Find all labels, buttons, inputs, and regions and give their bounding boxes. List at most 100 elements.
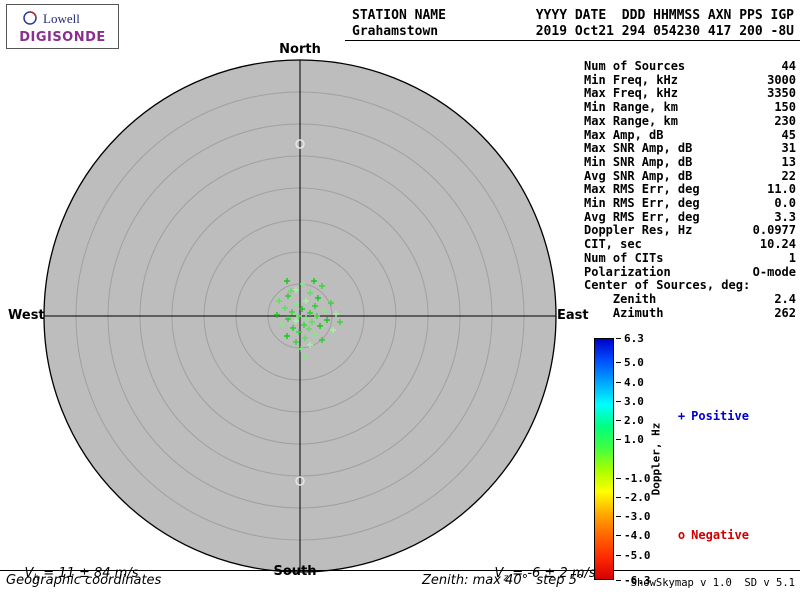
compass-west-label: West xyxy=(8,308,45,323)
legend-positive-label: Positive xyxy=(691,409,749,423)
colorbar-tick-label: 1.0 xyxy=(624,433,644,447)
colorbar-tick-label: -1.0 xyxy=(624,471,651,485)
stat-label: Zenith xyxy=(584,291,657,306)
negative-marker-icon: o xyxy=(677,528,686,542)
zenith-range-note: Zenith: max 40° step 5° xyxy=(422,573,584,588)
lowell-swirl-icon xyxy=(23,11,37,25)
header-fields-label: YYYY DATE DDD HHMMSS AXN PPS IGP xyxy=(535,8,794,23)
stat-row: Max Amp, dB 45 xyxy=(584,127,796,143)
stat-label: Center of Sources, deg: xyxy=(584,278,751,293)
stat-value: 31 xyxy=(781,141,796,156)
stat-row: Min SNR Amp, dB 13 xyxy=(584,154,796,170)
stat-label: CIT, sec xyxy=(584,237,642,252)
stat-label: Avg RMS Err, deg xyxy=(584,209,700,224)
stat-row: Zenith 2.4 xyxy=(584,291,796,307)
stat-row: Center of Sources, deg: xyxy=(584,279,796,293)
stat-label: Max SNR Amp, dB xyxy=(584,141,693,156)
software-version: ShowSkymap v 1.0 SD v 5.1 xyxy=(630,577,795,589)
stat-row: CIT, sec 10.24 xyxy=(584,237,796,252)
stat-value: 262 xyxy=(774,305,796,320)
vz-subscript: z xyxy=(503,573,509,584)
colorbar-tick xyxy=(616,337,621,339)
legend-negative-label: Negative xyxy=(691,528,749,542)
stat-label: Doppler Res, Hz xyxy=(584,223,693,238)
stat-label: Polarization xyxy=(584,264,671,279)
stat-value: 150 xyxy=(774,100,796,115)
footer-divider xyxy=(0,570,800,571)
colorbar-tick xyxy=(616,477,621,479)
station-name-value: Grahamstown xyxy=(352,24,439,39)
stat-row: Max Range, km 230 xyxy=(584,113,796,129)
stat-value: 13 xyxy=(781,154,796,169)
stat-row: Doppler Res, Hz 0.0977 xyxy=(584,224,796,238)
vh-symbol: V xyxy=(24,566,34,581)
stat-row: Azimuth 262 xyxy=(584,305,796,321)
stat-label: Min Range, km xyxy=(584,100,678,115)
stat-value: O-mode xyxy=(752,264,796,279)
compass-south-label: South xyxy=(273,564,317,579)
compass-north-label: North xyxy=(279,42,321,57)
logo-digisonde-text: DIGISONDE xyxy=(19,30,106,45)
colorbar-tick xyxy=(616,579,621,581)
colorbar-tick-label: -4.0 xyxy=(624,529,651,543)
stat-label: Num of CITs xyxy=(584,250,664,265)
stat-value: 230 xyxy=(774,113,796,128)
stat-value: 3.3 xyxy=(774,209,796,224)
colorbar-tick xyxy=(616,554,621,556)
vertical-velocity: Vz = -6 ± 2 m/s xyxy=(478,551,596,599)
colorbar-tick-label: 5.0 xyxy=(624,356,644,370)
stat-row: Num of CITs 1 xyxy=(584,250,796,266)
stat-value: 45 xyxy=(781,127,796,142)
colorbar xyxy=(594,338,614,580)
stat-row: Avg SNR Amp, dB 22 xyxy=(584,168,796,184)
stat-value: 44 xyxy=(781,59,796,73)
vz-symbol: V xyxy=(494,566,504,581)
colorbar-tick-label: 3.0 xyxy=(624,394,644,408)
stat-label: Num of Sources xyxy=(584,59,686,73)
colorbar-tick-label: -6.3 xyxy=(624,573,651,587)
stat-value: 1 xyxy=(788,250,796,265)
colorbar-tick xyxy=(616,400,621,402)
stat-value: 3000 xyxy=(767,72,796,87)
legend-positive: + Positive xyxy=(649,395,749,437)
colorbar-tick-label: -5.0 xyxy=(624,548,651,562)
stat-label: Max RMS Err, deg xyxy=(584,182,700,197)
stat-label: Max Range, km xyxy=(584,113,678,128)
stat-value: 11.0 xyxy=(767,182,796,197)
stat-value: 2.4 xyxy=(774,291,796,306)
stat-label: Max Freq, kHz xyxy=(584,86,678,101)
colorbar-tick-label: 6.3 xyxy=(624,331,644,345)
logo-lowell-text: Lowell xyxy=(43,11,80,26)
vh-value: = 11 ± 84 m/s xyxy=(39,566,139,581)
stat-row: Max Freq, kHz 3350 xyxy=(584,87,796,101)
colorbar-tick xyxy=(616,362,621,364)
coordinates-note: Geographic coordinates xyxy=(6,573,162,588)
colorbar-tick-label: -3.0 xyxy=(624,510,651,524)
stat-row: Min Freq, kHz 3000 xyxy=(584,72,796,88)
stat-row: Min Range, km 150 xyxy=(584,100,796,115)
stat-row: Avg RMS Err, deg 3.3 xyxy=(584,209,796,225)
colorbar-tick-label: 4.0 xyxy=(624,375,644,389)
colorbar-tick xyxy=(616,439,621,441)
stat-label: Avg SNR Amp, dB xyxy=(584,168,693,183)
stat-label: Min RMS Err, deg xyxy=(584,196,700,211)
colorbar-ticks: 6.3 5.0 4.0 3.0 2.0 1.0 -1.0 -2.0 -3.0 -4.0 -5.0 -6… xyxy=(616,332,676,588)
station-name-label: STATION NAME xyxy=(352,8,446,23)
colorbar-tick xyxy=(616,420,621,422)
colorbar-tick xyxy=(616,516,621,518)
vh-subscript: h xyxy=(33,573,40,584)
positive-marker-icon: + xyxy=(677,409,686,423)
colorbar-tick-label: 2.0 xyxy=(624,414,644,428)
vz-value: = -6 ± 2 m/s xyxy=(508,566,596,581)
stat-row: Min RMS Err, deg 0.0 xyxy=(584,196,796,211)
horizontal-velocity: Vh = 11 ± 84 m/s xyxy=(8,551,139,599)
stat-row: Max SNR Amp, dB 31 xyxy=(584,142,796,156)
digisonde-logo: Lowell DIGISONDE xyxy=(6,4,119,49)
compass-east-label: East xyxy=(557,308,589,323)
stat-label: Min Freq, kHz xyxy=(584,72,678,87)
stat-row: Num of Sources 44 xyxy=(584,59,796,74)
stat-label: Min SNR Amp, dB xyxy=(584,154,693,169)
legend-negative: o Negative xyxy=(649,514,749,556)
